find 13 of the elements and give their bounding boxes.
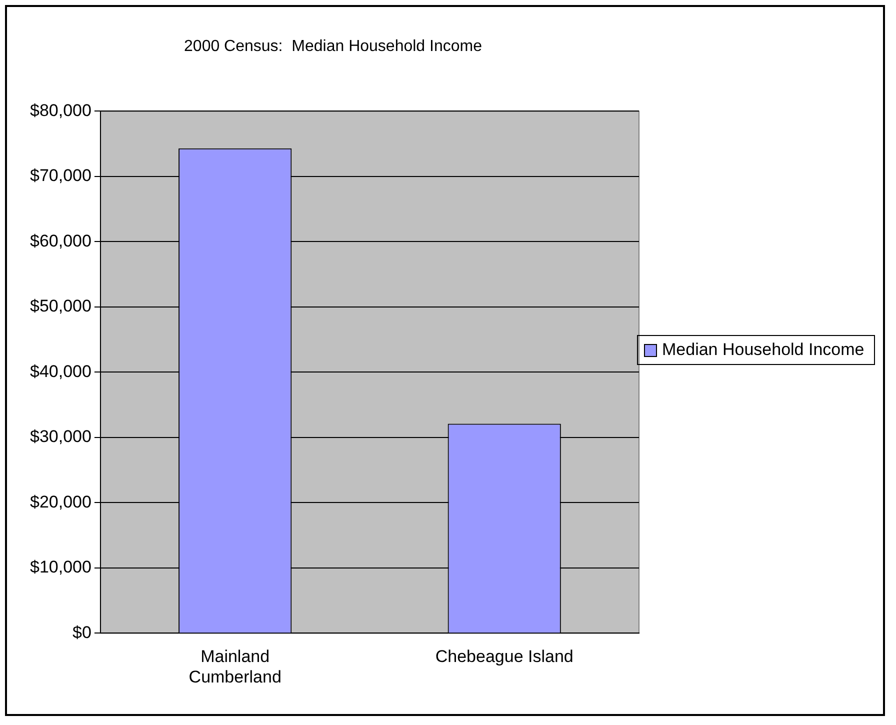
- y-tick-label: $40,000: [30, 362, 92, 381]
- y-tick-label: $80,000: [30, 100, 92, 120]
- y-tick-label: $10,000: [30, 558, 92, 577]
- y-tick-label: $50,000: [30, 296, 92, 316]
- y-tick-label: $70,000: [30, 166, 92, 186]
- y-tick-label: $0: [72, 622, 92, 642]
- y-tick-label: $30,000: [30, 427, 92, 446]
- y-tick-label: $20,000: [30, 492, 92, 512]
- chart-title: 2000 Census: Median Household Income: [184, 38, 482, 56]
- y-tick-label: $60,000: [30, 231, 92, 250]
- x-tick-label: Mainland Cumberland: [188, 647, 282, 686]
- legend-label: Median Household Income: [662, 340, 864, 360]
- x-tick-label: Chebeague Island: [435, 647, 574, 666]
